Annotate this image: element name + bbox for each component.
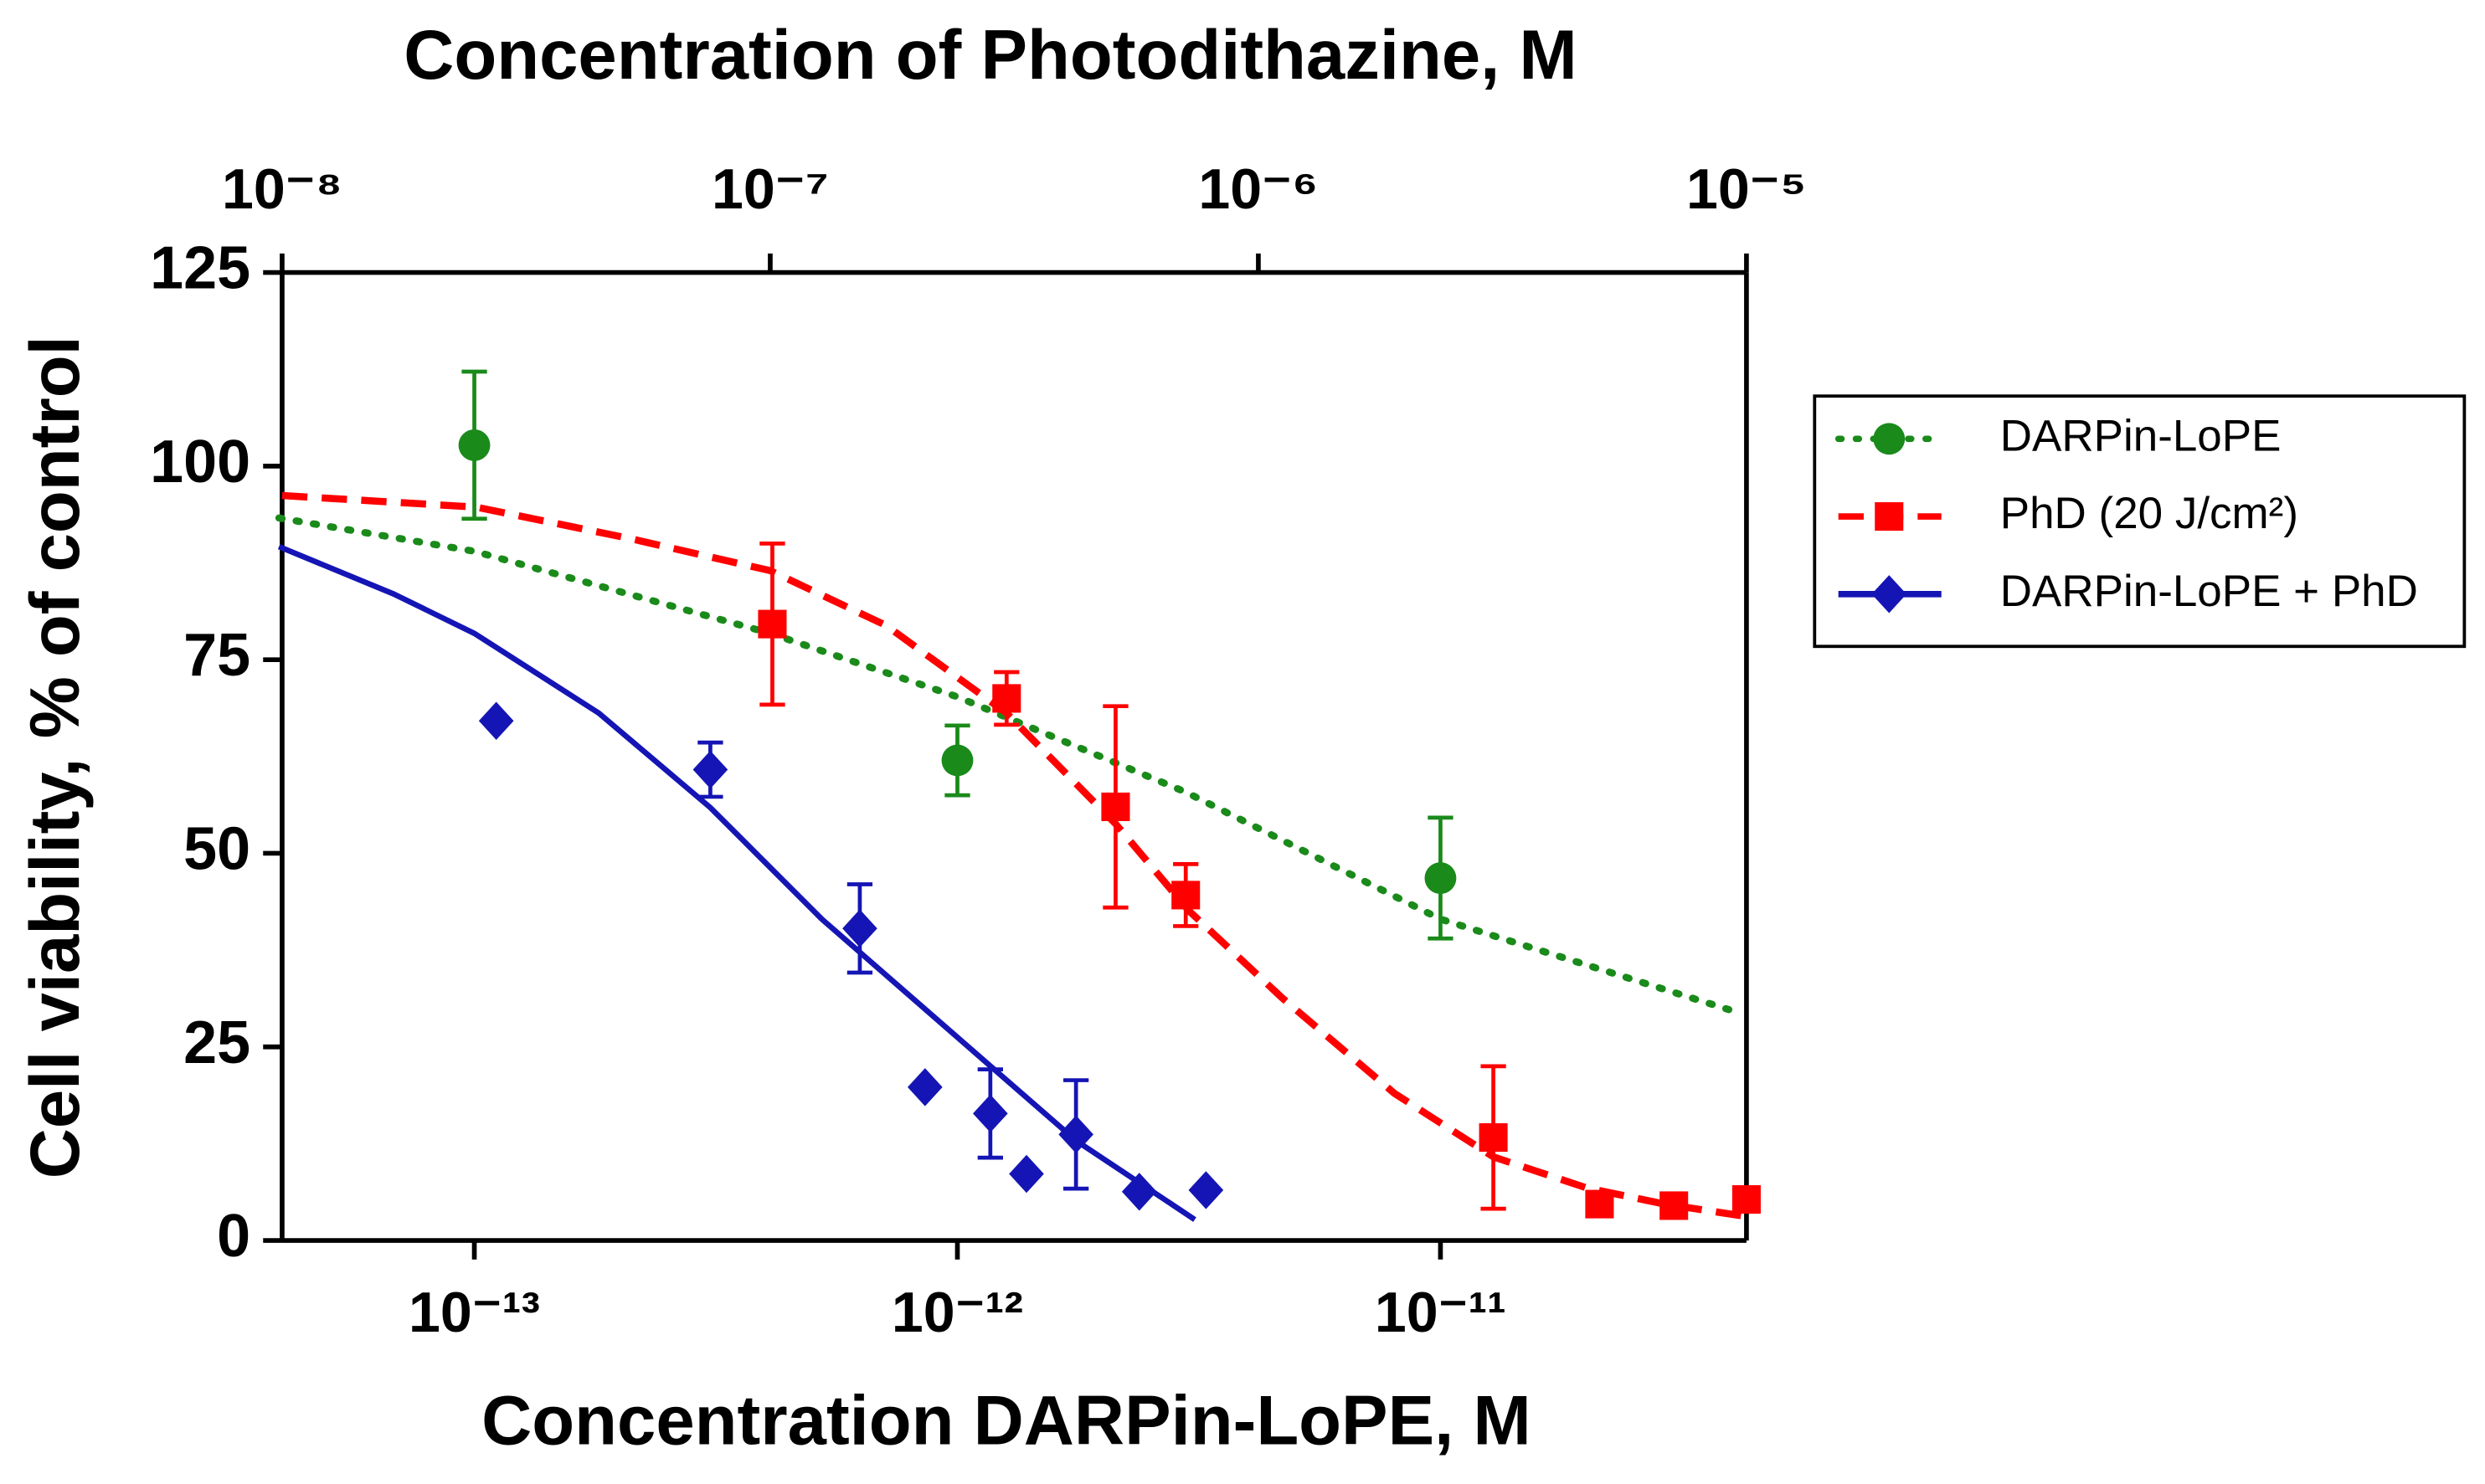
- legend-box: [1813, 394, 2467, 649]
- point: [1121, 1173, 1157, 1211]
- point: [973, 1094, 1008, 1133]
- point: [941, 744, 974, 777]
- point: [1009, 1154, 1044, 1194]
- point: [1171, 881, 1201, 910]
- legend-label: PhD (20 J/cm²): [2000, 489, 2298, 538]
- point: [1659, 1191, 1689, 1220]
- x-axis-label: Concentration DARPin-LoPE, M: [481, 1382, 1531, 1460]
- x-tick-label: 10⁻¹³: [409, 1281, 540, 1344]
- legend-label: DARPin-LoPE + PhD: [2000, 567, 2418, 616]
- fit-line: [277, 544, 1196, 1222]
- y-tick-label: 75: [183, 622, 250, 689]
- point: [692, 750, 728, 789]
- x2-tick-label: 10⁻⁷: [712, 157, 829, 221]
- x2-tick-label: 10⁻⁶: [1198, 157, 1318, 221]
- y-tick-label: 125: [150, 235, 250, 302]
- point: [842, 909, 877, 947]
- x-tick-label: 10⁻¹²: [892, 1281, 1023, 1344]
- y-axis-label: Cell viability, % of control: [16, 336, 94, 1178]
- point: [458, 429, 491, 461]
- point: [1101, 792, 1130, 821]
- legend-label: DARPin-LoPE: [2000, 411, 2282, 460]
- fit-line: [275, 514, 1746, 1018]
- point: [1188, 1171, 1224, 1209]
- y-tick-label: 100: [150, 429, 250, 496]
- x2-tick-label: 10⁻⁵: [1686, 157, 1807, 221]
- fit-line: [281, 491, 1747, 1220]
- point: [758, 609, 787, 639]
- point: [1424, 862, 1457, 895]
- legend-marker: [1875, 502, 1904, 531]
- point: [1731, 1185, 1761, 1214]
- y-tick-label: 50: [183, 815, 250, 882]
- point: [1479, 1122, 1508, 1153]
- x2-tick-label: 10⁻⁸: [222, 157, 342, 221]
- legend-marker: [1873, 423, 1906, 455]
- point: [478, 701, 514, 740]
- y-tick-label: 0: [217, 1203, 250, 1270]
- point: [1058, 1115, 1093, 1154]
- legend-marker: [1871, 575, 1907, 614]
- point: [908, 1068, 943, 1107]
- x-tick-label: 10⁻¹¹: [1375, 1281, 1506, 1344]
- y-tick-label: 25: [183, 1009, 250, 1076]
- point: [1585, 1189, 1614, 1219]
- point: [992, 684, 1021, 713]
- chart-title: Concentration of Photodithazine, M: [404, 16, 1577, 94]
